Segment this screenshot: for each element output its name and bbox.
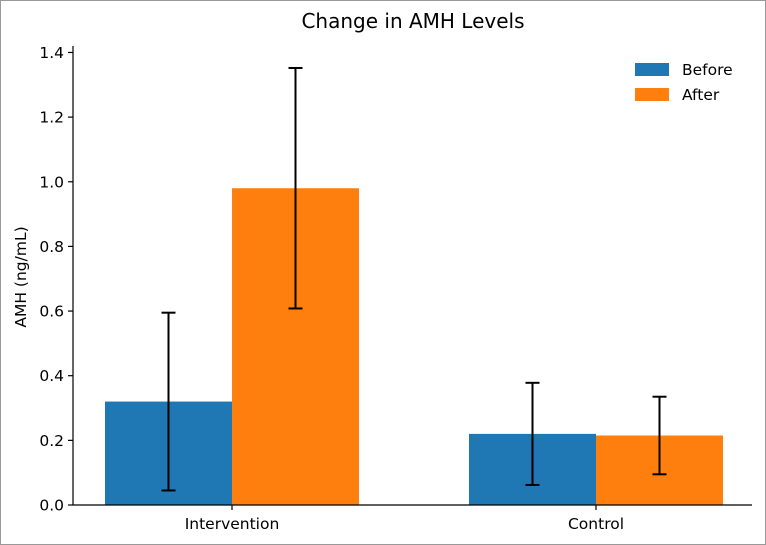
error-bar-before-control xyxy=(525,381,540,486)
y-axis-label: AMH (ng/mL) xyxy=(12,226,30,327)
legend-swatch-after xyxy=(635,88,669,101)
y-tick-label: 0.2 xyxy=(39,432,64,450)
y-tick-label: 0.4 xyxy=(39,367,64,385)
error-bar-before-intervention xyxy=(161,311,176,492)
x-tick-label: Intervention xyxy=(185,515,280,533)
y-tick-label: 1.2 xyxy=(39,109,64,127)
legend-label-after: After xyxy=(682,86,720,104)
legend: Before After xyxy=(635,61,733,104)
error-bar-after-control xyxy=(652,395,667,476)
chart-title: Change in AMH Levels xyxy=(301,9,524,33)
x-tick-label: Control xyxy=(568,515,624,533)
y-tick-label: 0.0 xyxy=(39,497,64,515)
legend-swatch-before xyxy=(635,63,669,76)
plot-area: 0.0 0.2 0.4 0.6 0.8 1.0 1.2 1.4 Intervention Cont… xyxy=(39,44,752,533)
y-tick-label: 0.6 xyxy=(39,303,64,321)
y-tick-label: 0.8 xyxy=(39,238,64,256)
y-tick-label: 1.0 xyxy=(39,173,64,191)
legend-label-before: Before xyxy=(682,61,733,79)
y-tick-label: 1.4 xyxy=(39,44,64,62)
error-bar-after-intervention xyxy=(288,66,303,310)
